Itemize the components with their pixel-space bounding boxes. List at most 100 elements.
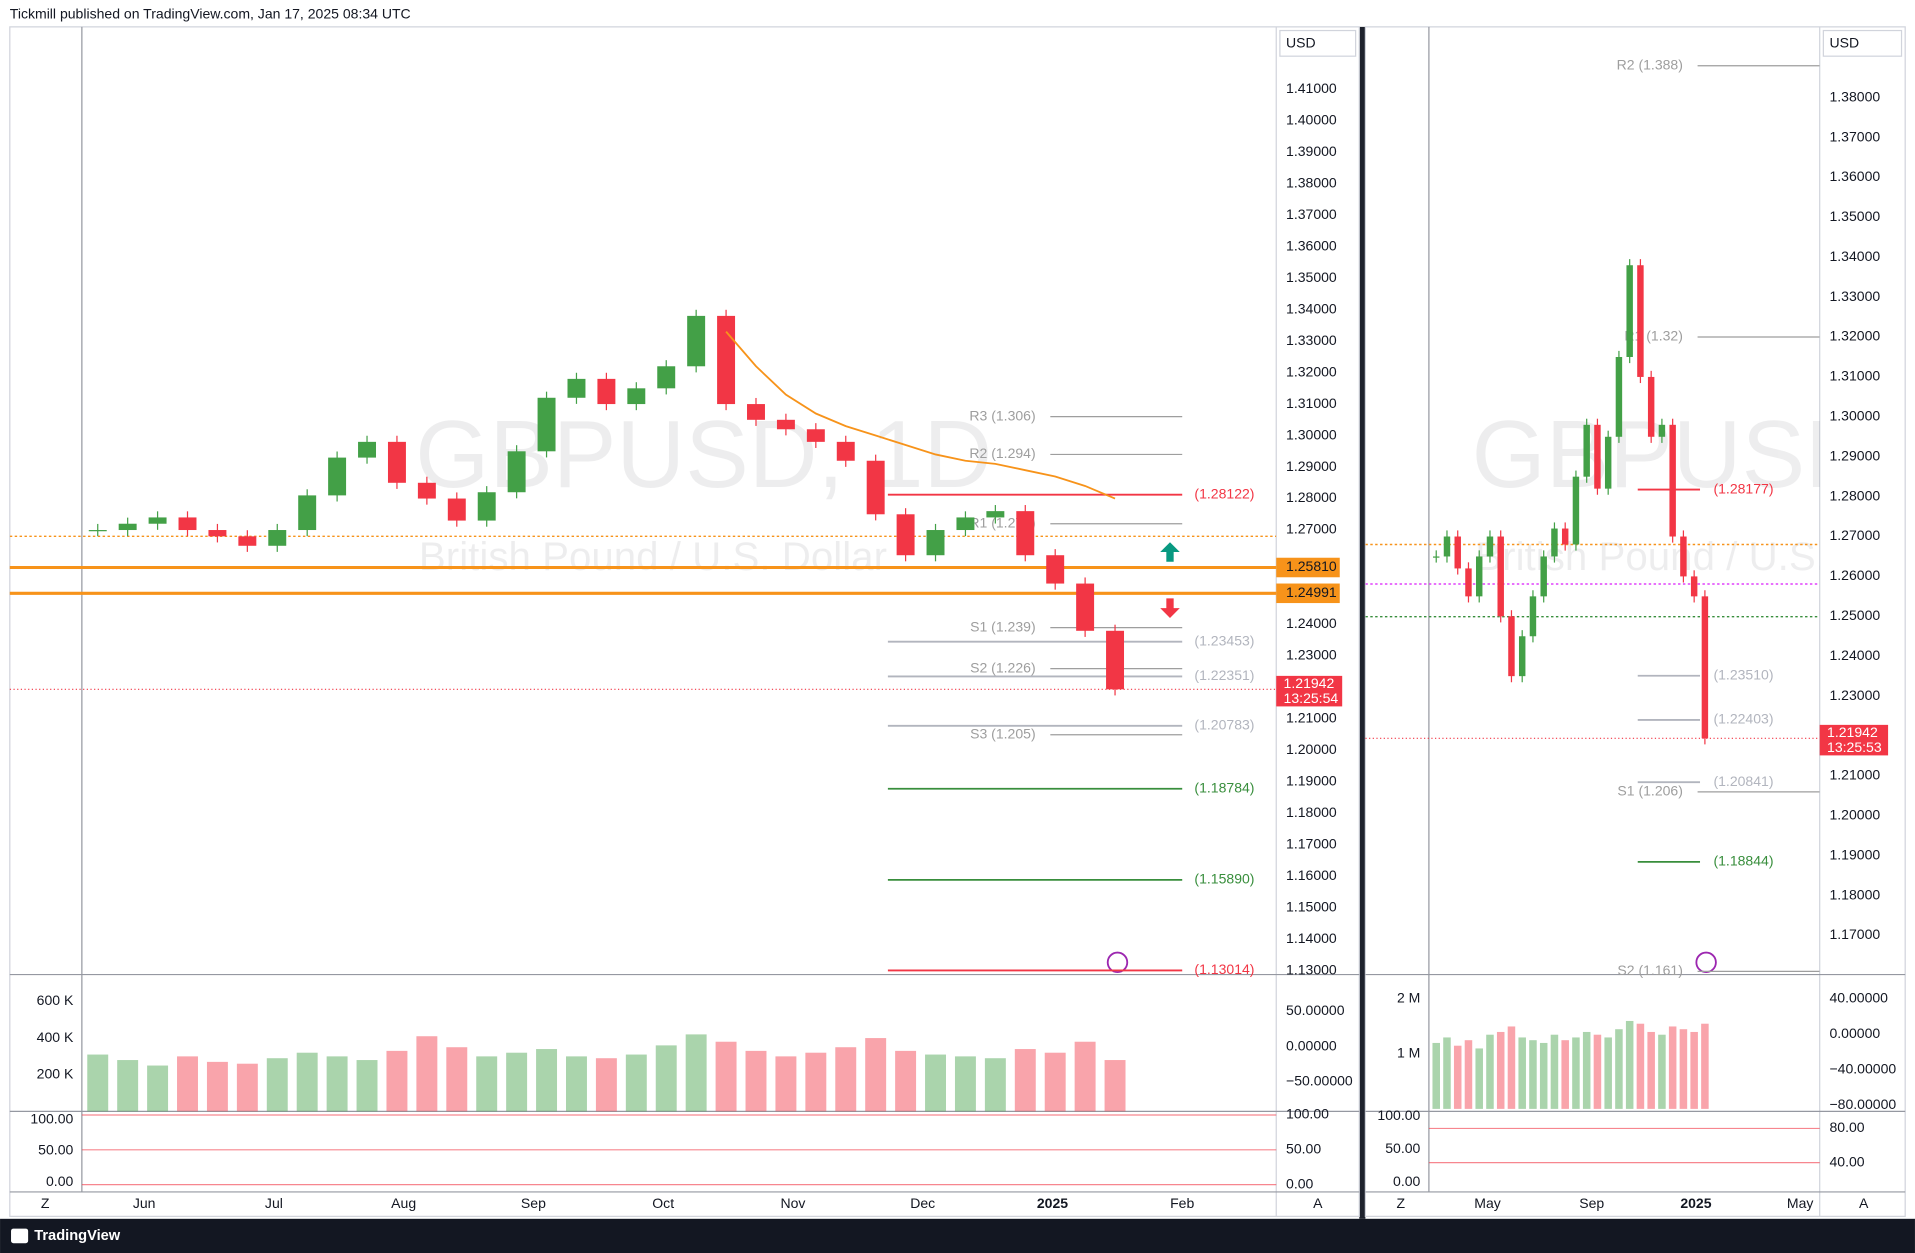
y-tick-label: 1.16000 — [1286, 867, 1337, 883]
stoch-right-tick-label: 0.00 — [1286, 1175, 1314, 1191]
volume-bar — [805, 1052, 827, 1112]
pivot-label: S2 (1.226) — [970, 659, 1036, 675]
brand-logo — [11, 1228, 29, 1244]
volume-bar — [745, 1050, 767, 1112]
y-tick-label: 1.24000 — [1829, 647, 1880, 663]
volume-bar — [386, 1050, 408, 1112]
candle-body — [1076, 583, 1095, 631]
volume-bar — [1593, 1034, 1602, 1109]
x-tick-label: Aug — [391, 1195, 416, 1211]
candle-body — [1604, 436, 1612, 489]
volume-bar — [925, 1054, 946, 1112]
candle-body — [477, 492, 496, 521]
currency-box — [1279, 29, 1357, 57]
y-tick-label: 1.37000 — [1286, 206, 1337, 222]
volume-bar — [1453, 1045, 1462, 1109]
moving-average — [725, 331, 1116, 500]
stoch-tick-label: 100.00 — [1377, 1107, 1420, 1123]
y-tick-label: 1.39000 — [1286, 143, 1337, 159]
x-tick-label: Dec — [910, 1195, 935, 1211]
candle-body — [597, 378, 616, 405]
volume-tick-label: 2 M — [1397, 990, 1420, 1006]
y-tick-label: 1.19000 — [1829, 846, 1880, 862]
candle-body — [1540, 556, 1547, 597]
candle-body — [1106, 630, 1125, 690]
candle-body — [1626, 265, 1633, 357]
x-tick-label: May — [1787, 1195, 1814, 1211]
volume-tick-label: 600 K — [37, 992, 74, 1008]
volume-bar — [1507, 1026, 1516, 1109]
y-tick-label: 1.31000 — [1829, 368, 1880, 384]
candle-body — [717, 315, 736, 405]
y-tick-label: 1.30000 — [1286, 426, 1337, 442]
candle-body — [1572, 476, 1580, 545]
y-tick-label: 1.35000 — [1829, 208, 1880, 224]
candle-body — [1475, 556, 1483, 597]
pivot-label: S1 (1.206) — [1617, 783, 1683, 799]
x-tick-label: 2025 — [1680, 1195, 1711, 1211]
volume-tick-label: 200 K — [37, 1065, 74, 1081]
y-tick-label: 1.40000 — [1286, 111, 1337, 127]
band-label: 1.24991 — [1286, 584, 1337, 600]
volume-tick-label: 400 K — [37, 1029, 74, 1045]
candle-body — [537, 397, 556, 452]
volume-bar — [296, 1052, 318, 1112]
candle-body — [1615, 356, 1623, 437]
volume-bar — [206, 1061, 228, 1112]
button-label[interactable]: A — [1859, 1195, 1869, 1211]
volume-bar — [266, 1058, 288, 1112]
volume-bar — [326, 1056, 348, 1112]
candle-body — [268, 530, 287, 546]
arrow-down — [1160, 598, 1180, 618]
candle-body — [298, 495, 317, 531]
footer-brand: TradingView — [34, 1228, 121, 1244]
candle-body — [1046, 555, 1065, 584]
volume-bar — [536, 1049, 558, 1112]
button-label[interactable]: Z — [41, 1195, 50, 1211]
y-tick-label: 1.21000 — [1286, 710, 1337, 726]
pivot-label: R3 (1.306) — [969, 407, 1035, 423]
target-label: (1.18844) — [1713, 853, 1773, 869]
target-label: (1.20841) — [1713, 773, 1773, 789]
target-label: (1.15890) — [1194, 871, 1254, 887]
candle-body — [1594, 424, 1601, 489]
volume-bar — [236, 1063, 258, 1112]
volume-bar — [446, 1047, 468, 1112]
volume-bar — [595, 1058, 617, 1112]
oscillator-tick-label: 0.00000 — [1286, 1037, 1337, 1053]
volume-bar — [1475, 1048, 1483, 1109]
watermark-symbol: GBPUSD, 1D — [415, 402, 992, 508]
alert-icon[interactable] — [1695, 951, 1717, 974]
candle-body — [1433, 556, 1440, 558]
candle-body — [1518, 636, 1526, 677]
x-tick-label: Oct — [652, 1195, 674, 1211]
pivot-label: S3 (1.205) — [970, 725, 1036, 741]
y-tick-label: 1.29000 — [1286, 458, 1337, 474]
candle-body — [238, 536, 257, 546]
y-tick-label: 1.13000 — [1286, 962, 1337, 978]
y-tick-label: 1.17000 — [1286, 836, 1337, 852]
y-tick-label: 1.34000 — [1829, 248, 1880, 264]
stoch-tick-label: 50.00 — [38, 1142, 73, 1158]
volume-bar — [1539, 1042, 1548, 1109]
x-tick-label: 2025 — [1037, 1195, 1068, 1211]
stoch-tick-label: 0.00 — [1393, 1173, 1421, 1189]
candle-body — [836, 441, 855, 461]
candle-body — [1561, 528, 1569, 545]
candle-body — [926, 530, 945, 556]
button-label[interactable]: Z — [1397, 1195, 1406, 1211]
volume-bar — [476, 1056, 498, 1112]
y-tick-label: 1.27000 — [1829, 527, 1880, 543]
candle-body — [896, 514, 915, 556]
countdown-label: 13:25:53 — [1827, 739, 1882, 755]
y-tick-label: 1.26000 — [1829, 567, 1880, 583]
volume-bar — [1572, 1037, 1580, 1109]
alert-icon[interactable] — [1106, 951, 1129, 974]
volume-bar — [147, 1065, 169, 1112]
band-label-box — [1276, 583, 1340, 604]
button-label[interactable]: A — [1313, 1195, 1323, 1211]
volume-bar — [625, 1054, 647, 1112]
y-tick-label: 1.32000 — [1829, 328, 1880, 344]
